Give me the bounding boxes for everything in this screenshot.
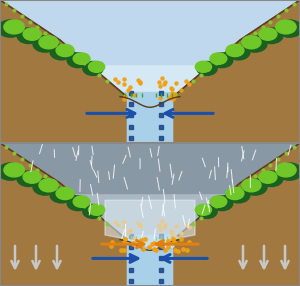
- Circle shape: [4, 20, 24, 34]
- Circle shape: [195, 204, 212, 215]
- Circle shape: [210, 53, 227, 64]
- Circle shape: [56, 187, 74, 200]
- Circle shape: [259, 171, 277, 183]
- Circle shape: [0, 20, 23, 37]
- Circle shape: [226, 44, 244, 57]
- Circle shape: [276, 20, 296, 34]
- Circle shape: [39, 36, 58, 49]
- Circle shape: [242, 179, 261, 192]
- Circle shape: [227, 44, 250, 60]
- Circle shape: [17, 171, 40, 186]
- Circle shape: [83, 204, 103, 219]
- Circle shape: [33, 179, 57, 195]
- Circle shape: [88, 61, 105, 72]
- Circle shape: [73, 196, 90, 207]
- Polygon shape: [0, 143, 300, 193]
- Circle shape: [197, 61, 217, 76]
- Circle shape: [277, 163, 300, 180]
- Circle shape: [17, 28, 40, 43]
- Polygon shape: [174, 0, 300, 143]
- Circle shape: [243, 36, 267, 52]
- Polygon shape: [105, 200, 195, 247]
- Polygon shape: [0, 143, 126, 286]
- Circle shape: [56, 44, 74, 57]
- Circle shape: [195, 61, 212, 72]
- Circle shape: [276, 163, 296, 177]
- Polygon shape: [0, 0, 126, 143]
- Circle shape: [227, 187, 250, 203]
- Circle shape: [88, 204, 105, 215]
- Circle shape: [67, 53, 89, 67]
- Circle shape: [242, 36, 261, 49]
- FancyBboxPatch shape: [0, 143, 300, 286]
- Circle shape: [39, 179, 58, 192]
- Polygon shape: [0, 0, 300, 64]
- Circle shape: [226, 187, 244, 200]
- Circle shape: [210, 196, 227, 207]
- Circle shape: [50, 44, 73, 60]
- Circle shape: [211, 196, 233, 210]
- Polygon shape: [0, 92, 300, 143]
- Circle shape: [211, 53, 233, 67]
- Circle shape: [23, 171, 41, 183]
- Circle shape: [0, 163, 23, 180]
- Circle shape: [260, 28, 283, 43]
- Circle shape: [50, 187, 73, 203]
- Circle shape: [83, 61, 103, 76]
- Circle shape: [23, 28, 41, 40]
- Circle shape: [243, 179, 267, 195]
- Circle shape: [259, 28, 277, 40]
- Polygon shape: [0, 235, 300, 286]
- Polygon shape: [174, 143, 300, 286]
- Circle shape: [197, 204, 217, 219]
- Circle shape: [33, 36, 57, 52]
- Circle shape: [277, 20, 300, 37]
- Circle shape: [260, 171, 283, 186]
- Circle shape: [4, 163, 24, 177]
- Circle shape: [67, 196, 89, 210]
- Circle shape: [73, 53, 90, 64]
- FancyBboxPatch shape: [0, 0, 300, 143]
